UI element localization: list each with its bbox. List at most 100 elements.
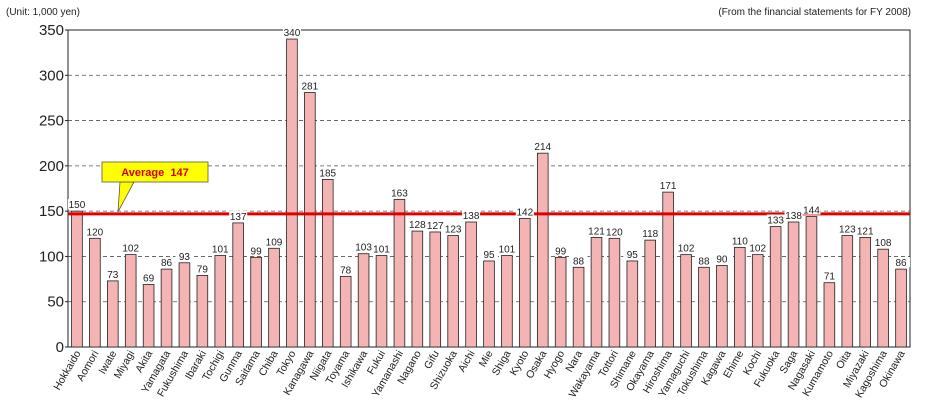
data-label: 88 (573, 256, 585, 267)
data-label: 214 (534, 142, 551, 153)
bar (339, 275, 352, 348)
data-label: 86 (895, 258, 907, 269)
data-label: 109 (266, 237, 283, 248)
bar (232, 222, 244, 348)
data-label-bg (515, 206, 534, 217)
y-tick-label: 200 (39, 158, 64, 175)
data-label-bg (462, 210, 481, 221)
data-label: 69 (143, 274, 155, 285)
data-label-bg (300, 80, 319, 91)
data-label: 90 (716, 254, 728, 265)
y-tick-label: 350 (39, 22, 64, 39)
bar (662, 191, 674, 348)
bar (250, 256, 262, 348)
bar (160, 268, 173, 348)
data-label: 123 (839, 225, 856, 236)
bar (71, 210, 83, 348)
bar (787, 221, 800, 348)
data-label-bg (354, 241, 373, 252)
data-label: 78 (340, 265, 352, 276)
data-label-bg (838, 223, 857, 234)
data-label: 144 (803, 206, 820, 217)
bar (608, 237, 621, 348)
data-label: 185 (319, 168, 336, 179)
data-label-bg (820, 270, 839, 281)
bar (393, 198, 406, 348)
bar (590, 237, 603, 348)
bar (572, 266, 585, 348)
bar (304, 92, 316, 348)
data-label: 137 (230, 212, 247, 223)
data-label-bg (408, 219, 427, 230)
bar (751, 254, 764, 348)
data-label-bg (694, 255, 713, 266)
average-callout-pointer (117, 181, 135, 213)
data-label-bg (605, 226, 624, 237)
data-label-bg (480, 248, 498, 259)
bar (841, 235, 854, 348)
data-label-bg (874, 237, 893, 248)
bar (411, 230, 424, 348)
bar (823, 282, 836, 348)
data-label: 101 (212, 245, 229, 256)
data-label-bg (247, 245, 266, 256)
y-tick-label: 50 (47, 294, 64, 311)
bar (196, 275, 209, 348)
data-label-bg (569, 255, 588, 266)
data-label-bg (444, 223, 463, 234)
data-label: 88 (698, 256, 710, 267)
data-label: 138 (785, 211, 802, 222)
bar (214, 255, 227, 348)
data-label-bg (497, 243, 516, 254)
bar (698, 266, 710, 348)
data-label-bg (623, 248, 642, 259)
data-label: 95 (627, 250, 639, 261)
bar (536, 152, 549, 348)
data-label-bg (139, 272, 158, 283)
bar (142, 284, 155, 348)
data-label: 128 (409, 220, 426, 231)
data-label-bg (730, 235, 749, 246)
data-label: 133 (767, 216, 784, 227)
y-tick-label: 150 (39, 203, 64, 220)
data-label-bg (766, 214, 785, 225)
data-label: 108 (875, 238, 892, 249)
data-label-bg (193, 263, 212, 274)
data-label-bg (641, 228, 660, 239)
data-label-bg (802, 204, 821, 215)
data-label: 86 (161, 258, 173, 269)
data-label: 71 (824, 272, 836, 283)
bar (268, 247, 280, 348)
bar (178, 262, 191, 348)
data-label: 102 (122, 244, 139, 255)
data-label: 163 (391, 188, 408, 199)
y-tick-label: 100 (39, 248, 64, 265)
bar (107, 280, 119, 348)
bar (626, 260, 639, 348)
bar (483, 260, 495, 348)
bar (734, 246, 746, 348)
data-label-bg (426, 219, 445, 230)
data-label-bg (892, 257, 911, 268)
data-label: 95 (483, 250, 495, 261)
bar (375, 255, 388, 348)
data-label: 102 (749, 244, 766, 255)
data-label: 150 (69, 200, 86, 211)
data-label: 171 (660, 181, 677, 192)
y-tick-label: 300 (39, 67, 64, 84)
bar (357, 253, 370, 348)
data-label-bg (211, 243, 230, 254)
data-label: 127 (427, 221, 444, 232)
data-label: 123 (445, 225, 462, 236)
data-label-bg (265, 236, 284, 247)
data-label-bg (372, 243, 391, 254)
y-tick-label: 250 (39, 113, 64, 130)
data-label: 110 (732, 236, 748, 247)
data-label-bg (229, 210, 248, 221)
data-label: 79 (197, 264, 209, 275)
data-label-bg (103, 268, 122, 279)
bar (716, 265, 728, 348)
data-label-bg (175, 250, 194, 261)
data-label: 281 (302, 81, 319, 92)
